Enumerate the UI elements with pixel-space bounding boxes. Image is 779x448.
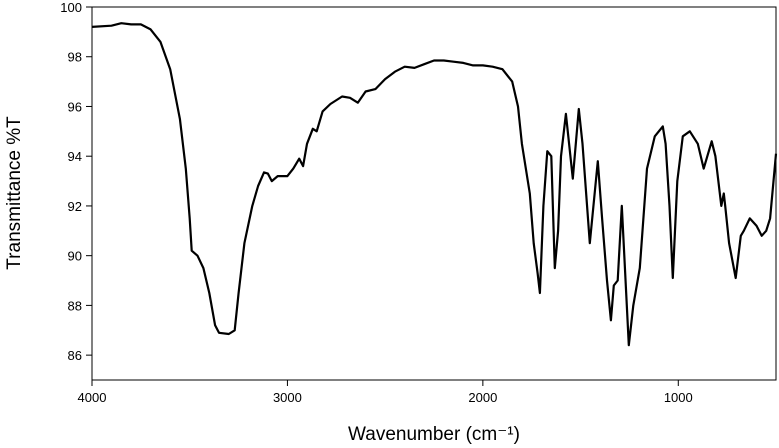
x-axis-label: Wavenumber (cm⁻¹)	[348, 424, 520, 445]
y-tick-label: 96	[68, 99, 82, 114]
y-tick-label: 94	[68, 149, 82, 164]
x-tick-label: 4000	[78, 390, 107, 405]
plot-frame	[91, 6, 777, 381]
y-tick-label: 86	[68, 348, 82, 363]
x-tick-label: 3000	[273, 390, 302, 405]
spectrum-line	[91, 22, 778, 347]
y-tick-label: 100	[60, 0, 82, 15]
y-tick-label: 92	[68, 199, 82, 214]
x-tick-label: 2000	[468, 390, 497, 405]
y-tick-label: 98	[68, 50, 82, 65]
y-tick-label: 90	[68, 249, 82, 264]
y-axis-label: Transmittance %T	[4, 116, 25, 270]
x-tick-label: 1000	[664, 390, 693, 405]
y-tick-label: 88	[68, 298, 82, 313]
